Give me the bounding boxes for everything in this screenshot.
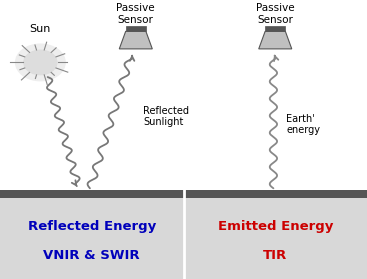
Bar	[184, 198, 367, 279]
Text: Earth'
energy: Earth' energy	[286, 114, 320, 136]
Circle shape	[24, 50, 57, 74]
Text: Passive
Sensor: Passive Sensor	[256, 3, 295, 25]
Text: Passive
Sensor: Passive Sensor	[116, 3, 155, 25]
Polygon shape	[119, 31, 152, 49]
Bar	[0, 190, 367, 198]
Text: Reflected
Sunlight: Reflected Sunlight	[143, 106, 189, 128]
Polygon shape	[265, 27, 285, 31]
Text: Emitted Energy: Emitted Energy	[218, 220, 333, 233]
Polygon shape	[126, 27, 146, 31]
Text: TIR: TIR	[263, 249, 287, 263]
Text: Sun: Sun	[30, 25, 51, 35]
Text: VNIR & SWIR: VNIR & SWIR	[43, 249, 140, 263]
Circle shape	[15, 44, 65, 81]
Text: Reflected Energy: Reflected Energy	[28, 220, 156, 233]
Bar	[0, 198, 184, 279]
Polygon shape	[259, 31, 292, 49]
